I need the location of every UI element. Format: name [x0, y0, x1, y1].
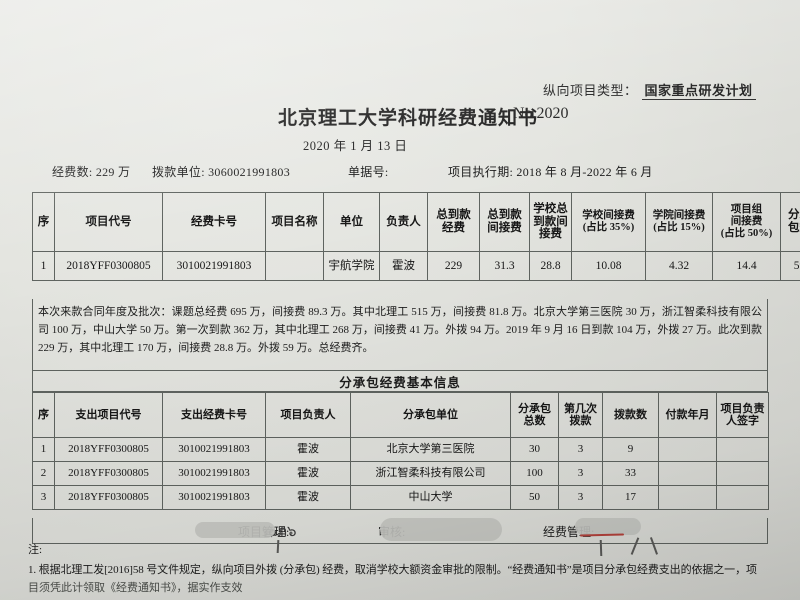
- cell-team-indirect: 14.4: [712, 251, 781, 281]
- meta-payer-unit: 拨款单位: 3060021991803: [152, 165, 291, 179]
- subcontract-header-row: 序 支出项目代号 支出经费卡号 项目负责人 分承包单位 分承包 总数 第几次 拨款 …: [32, 392, 769, 438]
- cell-sub-unit: 北京大学第三医院: [350, 437, 511, 462]
- cell-unit: 宇航学院: [323, 251, 380, 281]
- table-row: 3 2018YFF0300805 3010021991803 霍波 中山大学 5…: [32, 485, 769, 510]
- cell-signature: [716, 437, 769, 462]
- cell-sub-seq: 2: [32, 461, 55, 486]
- cell-sub-times: 3: [558, 461, 603, 486]
- document-date: 2020 年 1 月 13 日: [303, 139, 408, 153]
- table-row: 1 2018YFF0300805 3010021991803 宇航学院 霍波 2…: [32, 251, 800, 281]
- cell-subcontract-count: 59: [780, 251, 800, 281]
- cell-person: 霍波: [379, 251, 428, 281]
- col-school-total-indirect: 学校总 到款间 接费: [529, 192, 572, 252]
- cell-signature: [716, 485, 769, 510]
- cell-project-code: 2018YFF0300805: [54, 251, 163, 281]
- notes-label: 注:: [28, 544, 43, 556]
- col-sub-seq: 序: [32, 392, 55, 438]
- cell-sub-total: 50: [510, 485, 559, 510]
- cell-sub-unit: 中山大学: [350, 485, 511, 510]
- meta-funding-amount: 经费数: 229 万: [52, 165, 131, 179]
- col-team-indirect: 项目组 间接费 (占比 50%): [712, 192, 781, 252]
- cell-sub-seq: 3: [32, 485, 55, 510]
- cell-school-indirect: 10.08: [571, 251, 646, 281]
- cell-expense-code: 2018YFF0300805: [54, 461, 163, 486]
- cell-school-total-indirect: 28.8: [529, 251, 572, 281]
- col-total-received: 总到款 经费: [427, 192, 480, 252]
- col-sub-times: 第几次 拨款: [558, 392, 603, 438]
- cell-sub-seq: 1: [32, 437, 55, 462]
- cell-total-indirect: 31.3: [479, 251, 530, 281]
- col-signature: 项目负责 人签字: [716, 392, 769, 438]
- col-expense-card: 支出经费卡号: [162, 392, 266, 438]
- col-project-code: 项目代号: [54, 192, 163, 252]
- cell-expense-code: 2018YFF0300805: [54, 437, 163, 462]
- meta-execution-period: 项目执行期: 2018 年 8 月-2022 年 6 月: [448, 165, 653, 179]
- cell-sub-total: 100: [510, 461, 559, 486]
- table-row: 1 2018YFF0300805 3010021991803 霍波 北京大学第三…: [32, 437, 769, 462]
- cell-expense-card: 3010021991803: [162, 461, 266, 486]
- col-unit: 单位: [323, 192, 380, 252]
- col-card-no: 经费卡号: [162, 192, 266, 252]
- subcontract-section-title: 分承包经费基本信息: [32, 371, 768, 392]
- cell-sub-times: 3: [558, 485, 603, 510]
- document-title: 北京理工大学科研经费通知书: [278, 108, 539, 129]
- project-type-label: 纵向项目类型：: [543, 83, 638, 98]
- cell-pay-month: [658, 461, 717, 486]
- main-funding-table: 序 项目代号 经费卡号 项目名称 单位 负责人 总到款 经费 总到款 间接费 学校总…: [32, 192, 800, 281]
- col-sub-unit: 分承包单位: [350, 392, 511, 438]
- main-table-header-row: 序 项目代号 经费卡号 项目名称 单位 负责人 总到款 经费 总到款 间接费 学校总…: [32, 192, 800, 252]
- col-expense-code: 支出项目代号: [54, 392, 163, 438]
- col-sub-amount: 拨款数: [602, 392, 659, 438]
- col-college-indirect: 学院间接费 (占比 15%): [645, 192, 713, 252]
- cell-pay-month: [658, 437, 717, 462]
- cell-sub-amount: 33: [602, 461, 659, 486]
- footer-notes: 注: 1. 根据北理工发[2016]58 号文件规定，纵向项目外拨 (分承包) …: [28, 543, 776, 597]
- funding-description-paragraph: 本次来款合同年度及批次：课题总经费 695 万，间接费 89.3 万。其中北理工…: [32, 299, 768, 371]
- col-person: 负责人: [379, 192, 428, 252]
- cell-sub-person: 霍波: [265, 485, 351, 510]
- table-row: 2 2018YFF0300805 3010021991803 霍波 浙江智柔科技…: [32, 461, 769, 486]
- note-item-2: 目须凭此计领取《经费通知书》，据实作支效: [28, 581, 243, 594]
- col-school-indirect: 学校间接费 (占比 35%): [571, 192, 646, 252]
- project-type-line: 纵向项目类型： 国家重点研发计划: [543, 80, 756, 100]
- cell-total-received: 229: [427, 251, 480, 281]
- cell-pay-month: [658, 485, 717, 510]
- project-manage-redaction: [195, 522, 275, 538]
- cell-expense-card: 3010021991803: [162, 485, 266, 510]
- document-number: No.2020: [513, 105, 569, 122]
- review-redaction: [380, 518, 502, 541]
- col-total-indirect: 总到款 间接费: [479, 192, 530, 252]
- subcontract-table: 序 支出项目代号 支出经费卡号 项目负责人 分承包单位 分承包 总数 第几次 拨款 …: [32, 392, 769, 510]
- cell-seq: 1: [32, 251, 55, 281]
- cell-sub-amount: 17: [602, 485, 659, 510]
- fund-manage-redaction: [575, 518, 641, 535]
- cell-signature: [716, 461, 769, 486]
- cell-sub-person: 霍波: [265, 437, 351, 462]
- col-sub-total: 分承包 总数: [510, 392, 559, 438]
- col-subcontract-count: 分承包数: [780, 192, 800, 252]
- cell-sub-unit: 浙江智柔科技有限公司: [350, 461, 511, 486]
- cell-expense-card: 3010021991803: [162, 437, 266, 462]
- cell-card-no: 3010021991803: [162, 251, 266, 281]
- cell-sub-times: 3: [558, 437, 603, 462]
- cell-project-name: [265, 251, 324, 281]
- note-item-1: 1. 根据北理工发[2016]58 号文件规定，纵向项目外拨 (分承包) 经费，…: [28, 563, 757, 576]
- cell-sub-amount: 9: [602, 437, 659, 462]
- meta-voucher-no: 单据号:: [348, 165, 389, 179]
- col-sub-person: 项目负责人: [265, 392, 351, 438]
- project-type-value: 国家重点研发计划: [641, 83, 756, 100]
- col-project-name: 项目名称: [265, 192, 324, 252]
- col-seq: 序: [32, 192, 55, 252]
- cell-sub-total: 30: [510, 437, 559, 462]
- col-pay-month: 付款年月: [658, 392, 717, 438]
- cell-college-indirect: 4.32: [645, 251, 713, 281]
- cell-expense-code: 2018YFF0300805: [54, 485, 163, 510]
- cell-sub-person: 霍波: [265, 461, 351, 486]
